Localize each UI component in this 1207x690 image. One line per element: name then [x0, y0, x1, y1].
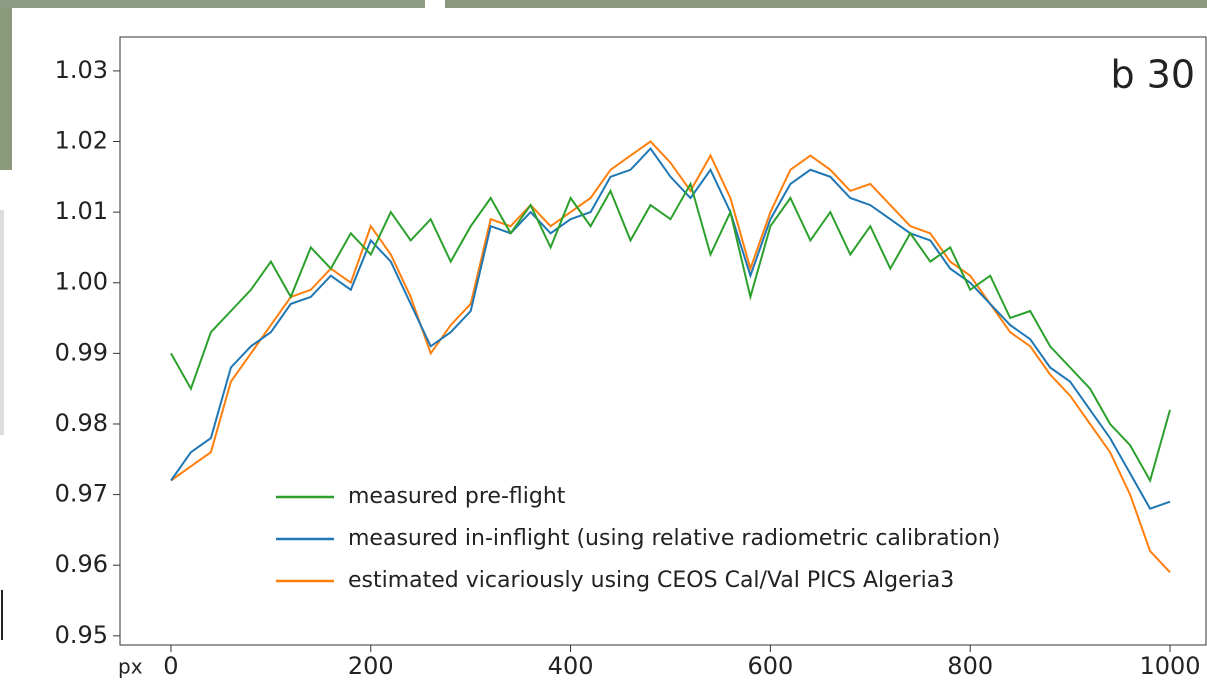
y-tick-label: 0.98: [55, 409, 108, 437]
y-tick-label: 0.96: [55, 550, 108, 578]
y-tick-label: 1.00: [55, 268, 108, 296]
background-panel-edge: [0, 210, 4, 435]
x-tick-label: 400: [548, 652, 594, 680]
y-tick-label: 0.97: [55, 480, 108, 508]
series-line: [170, 147, 1171, 510]
plot-frame: [119, 36, 1207, 646]
legend-label: measured in-inflight (using relative rad…: [348, 526, 1000, 551]
background-image-fragment: [0, 0, 12, 170]
x-tick-label: 200: [348, 652, 394, 680]
series-line: [170, 181, 1171, 484]
series-line: [170, 140, 1171, 573]
background-image-fragment: [445, 0, 1207, 8]
y-tick-label: 0.95: [55, 621, 108, 649]
legend-label: estimated vicariously using CEOS Cal/Val…: [348, 568, 954, 593]
y-tick-label: 1.02: [55, 127, 108, 155]
y-tick-label: 1.03: [55, 56, 108, 84]
legend-label: measured pre-flight: [348, 484, 566, 509]
y-tick-label: 1.01: [55, 197, 108, 225]
y-tick-label: 0.99: [55, 338, 108, 366]
x-tick-label: 1000: [1139, 652, 1200, 680]
background-image-fragment: [0, 0, 425, 8]
x-tick-label: 0: [163, 652, 178, 680]
x-tick-label: 800: [947, 652, 993, 680]
annotation: b 30: [1110, 53, 1195, 97]
x-unit-label: px: [118, 655, 143, 679]
x-tick-label: 600: [747, 652, 793, 680]
